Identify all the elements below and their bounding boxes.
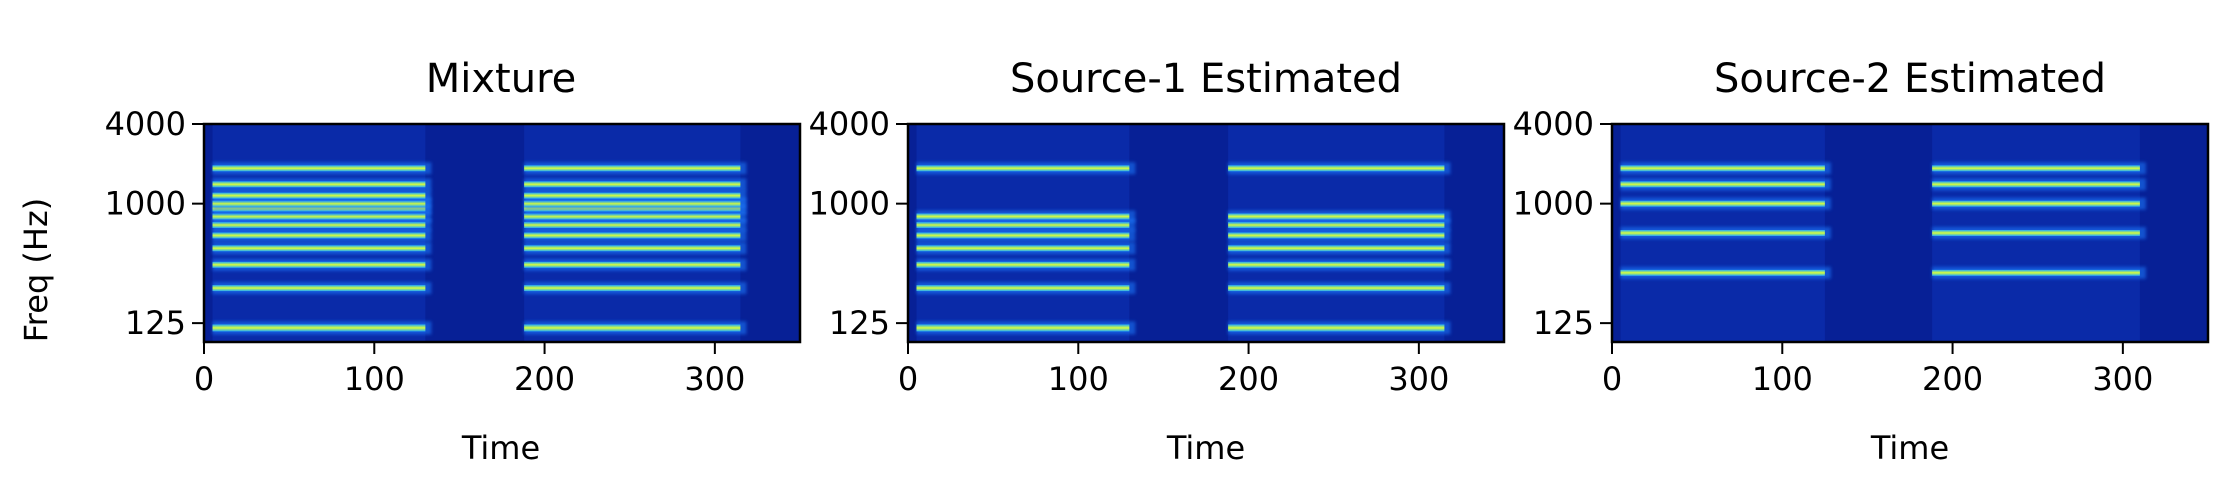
harmonic-band (1228, 221, 1445, 228)
harmonic-band (916, 232, 1130, 239)
silence-region (908, 124, 917, 342)
harmonic-band (1932, 269, 2140, 276)
silence-region (1129, 124, 1229, 342)
spectrogram-area: 0 100 200 300 125 1000 4000 (809, 105, 1506, 398)
harmonic-band (212, 324, 426, 332)
harmonic-band (212, 232, 426, 239)
panel-title: Source-2 Estimated (1714, 56, 2106, 102)
panel-mixture: Mixture 0 100 200 300 125 1000 4000 Time Freq … (17, 56, 802, 467)
silence-region (740, 124, 800, 342)
y-axis-label: Freq (Hz) (17, 198, 55, 343)
silence-region (1612, 124, 1621, 342)
harmonic-band (1620, 181, 1825, 188)
harmonic-band (524, 285, 741, 292)
harmonic-band (212, 221, 426, 228)
harmonic-band (916, 165, 1130, 172)
x-tick-label: 200 (1218, 360, 1279, 398)
silence-region (204, 124, 213, 342)
harmonic-band (916, 285, 1130, 292)
harmonic-band (1228, 324, 1445, 332)
harmonic-band (524, 165, 741, 172)
harmonic-band (212, 285, 426, 292)
y-tick-label: 125 (1533, 304, 1594, 342)
harmonic-band (916, 261, 1130, 268)
harmonic-band (524, 200, 741, 207)
spectrogram-area: 0 100 200 300 125 1000 4000 (1513, 105, 2210, 398)
x-tick-label: 200 (514, 360, 575, 398)
harmonic-band (1228, 165, 1445, 172)
plot-frame (906, 122, 1506, 344)
harmonic-band (916, 324, 1130, 332)
silence-region (2139, 124, 2208, 342)
silence-region (1824, 124, 1933, 342)
harmonic-band (212, 165, 426, 172)
harmonic-band (1620, 269, 1825, 276)
harmonic-band (1228, 245, 1445, 252)
x-tick-label: 100 (344, 360, 405, 398)
harmonic-band (916, 245, 1130, 252)
harmonic-band (1932, 165, 2140, 172)
x-axis-label: Time (1166, 429, 1245, 467)
y-tick-label: 1000 (809, 185, 890, 223)
y-tick-label: 1000 (105, 185, 186, 223)
harmonic-band (1932, 230, 2140, 236)
panel-source-2: Source-2 Estimated 0 100 200 300 125 1000 4000… (1513, 56, 2210, 467)
harmonic-band (524, 192, 741, 199)
panel-source-1: Source-1 Estimated 0 100 200 300 125 1000 4000… (809, 56, 1506, 467)
x-axis-label: Time (461, 429, 540, 467)
x-tick-label: 300 (684, 360, 745, 398)
spectrogram-area: 0 100 200 300 125 1000 4000 (105, 105, 802, 398)
harmonic-band (1228, 213, 1445, 220)
harmonic-band (212, 200, 426, 207)
harmonic-band (916, 221, 1130, 228)
harmonic-band (1932, 200, 2140, 207)
harmonic-band (212, 192, 426, 199)
harmonic-band (524, 245, 741, 252)
x-tick-label: 0 (1602, 360, 1622, 398)
plot-frame (1610, 122, 2210, 344)
silence-region (1444, 124, 1504, 342)
harmonic-band (524, 213, 741, 220)
harmonic-band (524, 261, 741, 268)
harmonic-band (524, 324, 741, 332)
harmonic-band (1228, 232, 1445, 239)
harmonic-band (1620, 165, 1825, 172)
harmonic-band (212, 181, 426, 188)
panel-title: Mixture (426, 56, 577, 102)
harmonic-band (212, 261, 426, 268)
harmonic-band (1228, 285, 1445, 292)
harmonic-band (524, 232, 741, 239)
harmonic-band (916, 213, 1130, 220)
x-axis-label: Time (1870, 429, 1949, 467)
y-tick-label: 4000 (1513, 105, 1594, 143)
harmonic-band (1228, 261, 1445, 268)
plot-frame (202, 122, 802, 344)
x-tick-label: 200 (1922, 360, 1983, 398)
y-tick-label: 1000 (1513, 185, 1594, 223)
harmonic-band (1620, 230, 1825, 236)
harmonic-band (524, 181, 741, 188)
harmonic-band (212, 245, 426, 252)
y-tick-label: 125 (125, 304, 186, 342)
y-tick-label: 125 (829, 304, 890, 342)
x-tick-label: 100 (1752, 360, 1813, 398)
harmonic-band (524, 221, 741, 228)
x-tick-label: 300 (1388, 360, 1449, 398)
x-tick-label: 100 (1048, 360, 1109, 398)
x-tick-label: 0 (898, 360, 918, 398)
y-tick-label: 4000 (105, 105, 186, 143)
harmonic-band (212, 213, 426, 220)
harmonic-band (1932, 181, 2140, 188)
x-tick-label: 300 (2092, 360, 2153, 398)
harmonic-band (1620, 200, 1825, 207)
x-tick-label: 0 (194, 360, 214, 398)
silence-region (425, 124, 525, 342)
panel-title: Source-1 Estimated (1010, 56, 1402, 102)
y-tick-label: 4000 (809, 105, 890, 143)
